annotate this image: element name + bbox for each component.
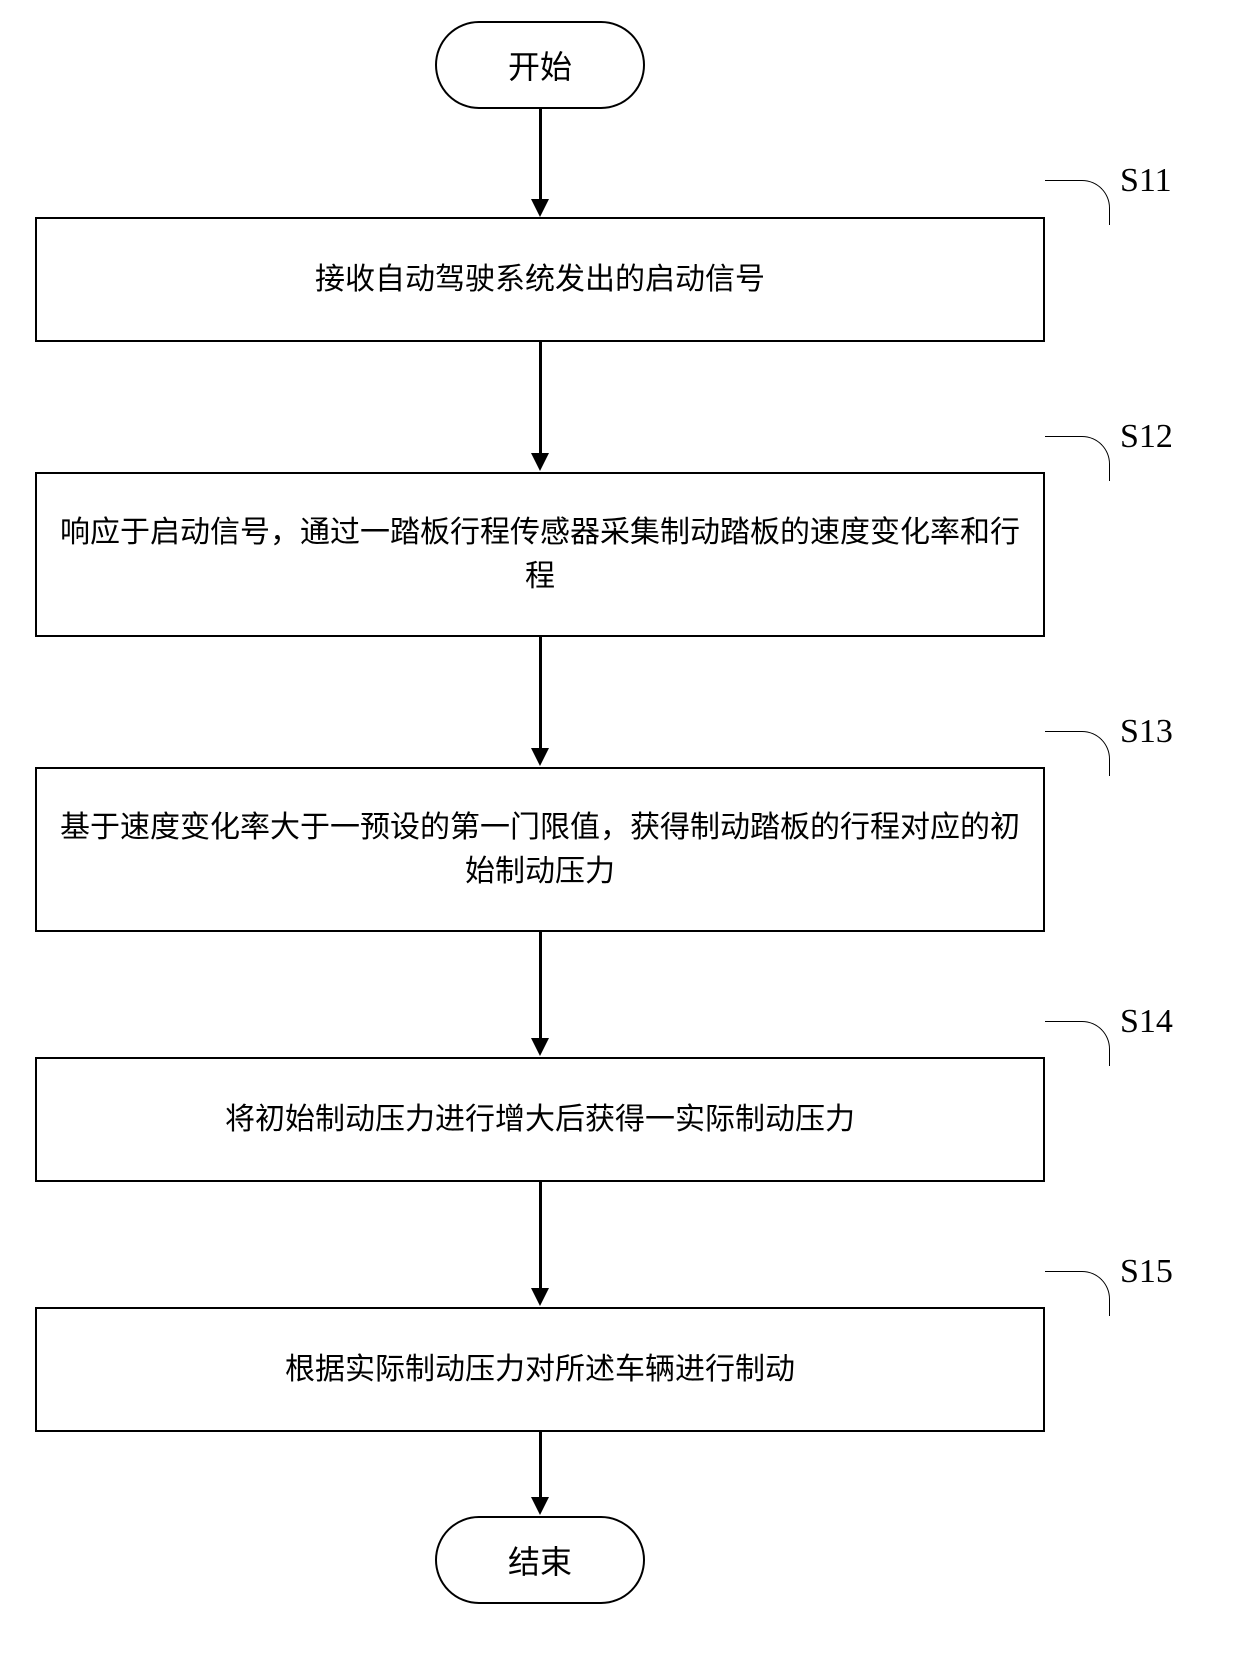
label-connector — [1045, 731, 1110, 776]
end-label: 结束 — [508, 1537, 572, 1583]
process-text: 基于速度变化率大于一预设的第一门限值，获得制动踏板的行程对应的初始制动压力 — [57, 806, 1023, 893]
process-s12: 响应于启动信号，通过一踏板行程传感器采集制动踏板的速度变化率和行程 — [35, 472, 1045, 637]
process-text: 将初始制动压力进行增大后获得一实际制动压力 — [225, 1098, 855, 1142]
arrow — [539, 109, 542, 201]
step-label-s15: S15 — [1120, 1253, 1173, 1291]
arrow — [539, 342, 542, 455]
arrow-head-icon — [531, 1497, 549, 1515]
arrow-head-icon — [531, 453, 549, 471]
label-connector — [1045, 1021, 1110, 1066]
label-connector — [1045, 436, 1110, 481]
process-s14: 将初始制动压力进行增大后获得一实际制动压力 — [35, 1057, 1045, 1182]
arrow-head-icon — [531, 1038, 549, 1056]
step-label-s11: S11 — [1120, 162, 1172, 200]
process-s15: 根据实际制动压力对所述车辆进行制动 — [35, 1307, 1045, 1432]
arrow-head-icon — [531, 199, 549, 217]
process-s11: 接收自动驾驶系统发出的启动信号 — [35, 217, 1045, 342]
start-node: 开始 — [435, 21, 645, 109]
process-text: 根据实际制动压力对所述车辆进行制动 — [285, 1348, 795, 1392]
process-s13: 基于速度变化率大于一预设的第一门限值，获得制动踏板的行程对应的初始制动压力 — [35, 767, 1045, 932]
arrow — [539, 1182, 542, 1290]
end-node: 结束 — [435, 1516, 645, 1604]
step-label-s14: S14 — [1120, 1003, 1173, 1041]
label-connector — [1045, 1271, 1110, 1316]
step-label-s12: S12 — [1120, 418, 1173, 456]
start-label: 开始 — [508, 42, 572, 88]
arrow — [539, 1432, 542, 1499]
process-text: 响应于启动信号，通过一踏板行程传感器采集制动踏板的速度变化率和行程 — [57, 511, 1023, 598]
arrow-head-icon — [531, 1288, 549, 1306]
step-label-s13: S13 — [1120, 713, 1173, 751]
flowchart-container: 开始 接收自动驾驶系统发出的启动信号 S11 响应于启动信号，通过一踏板行程传感… — [0, 0, 1240, 1665]
label-connector — [1045, 180, 1110, 225]
arrow-head-icon — [531, 748, 549, 766]
arrow — [539, 932, 542, 1040]
arrow — [539, 637, 542, 750]
process-text: 接收自动驾驶系统发出的启动信号 — [315, 258, 765, 302]
